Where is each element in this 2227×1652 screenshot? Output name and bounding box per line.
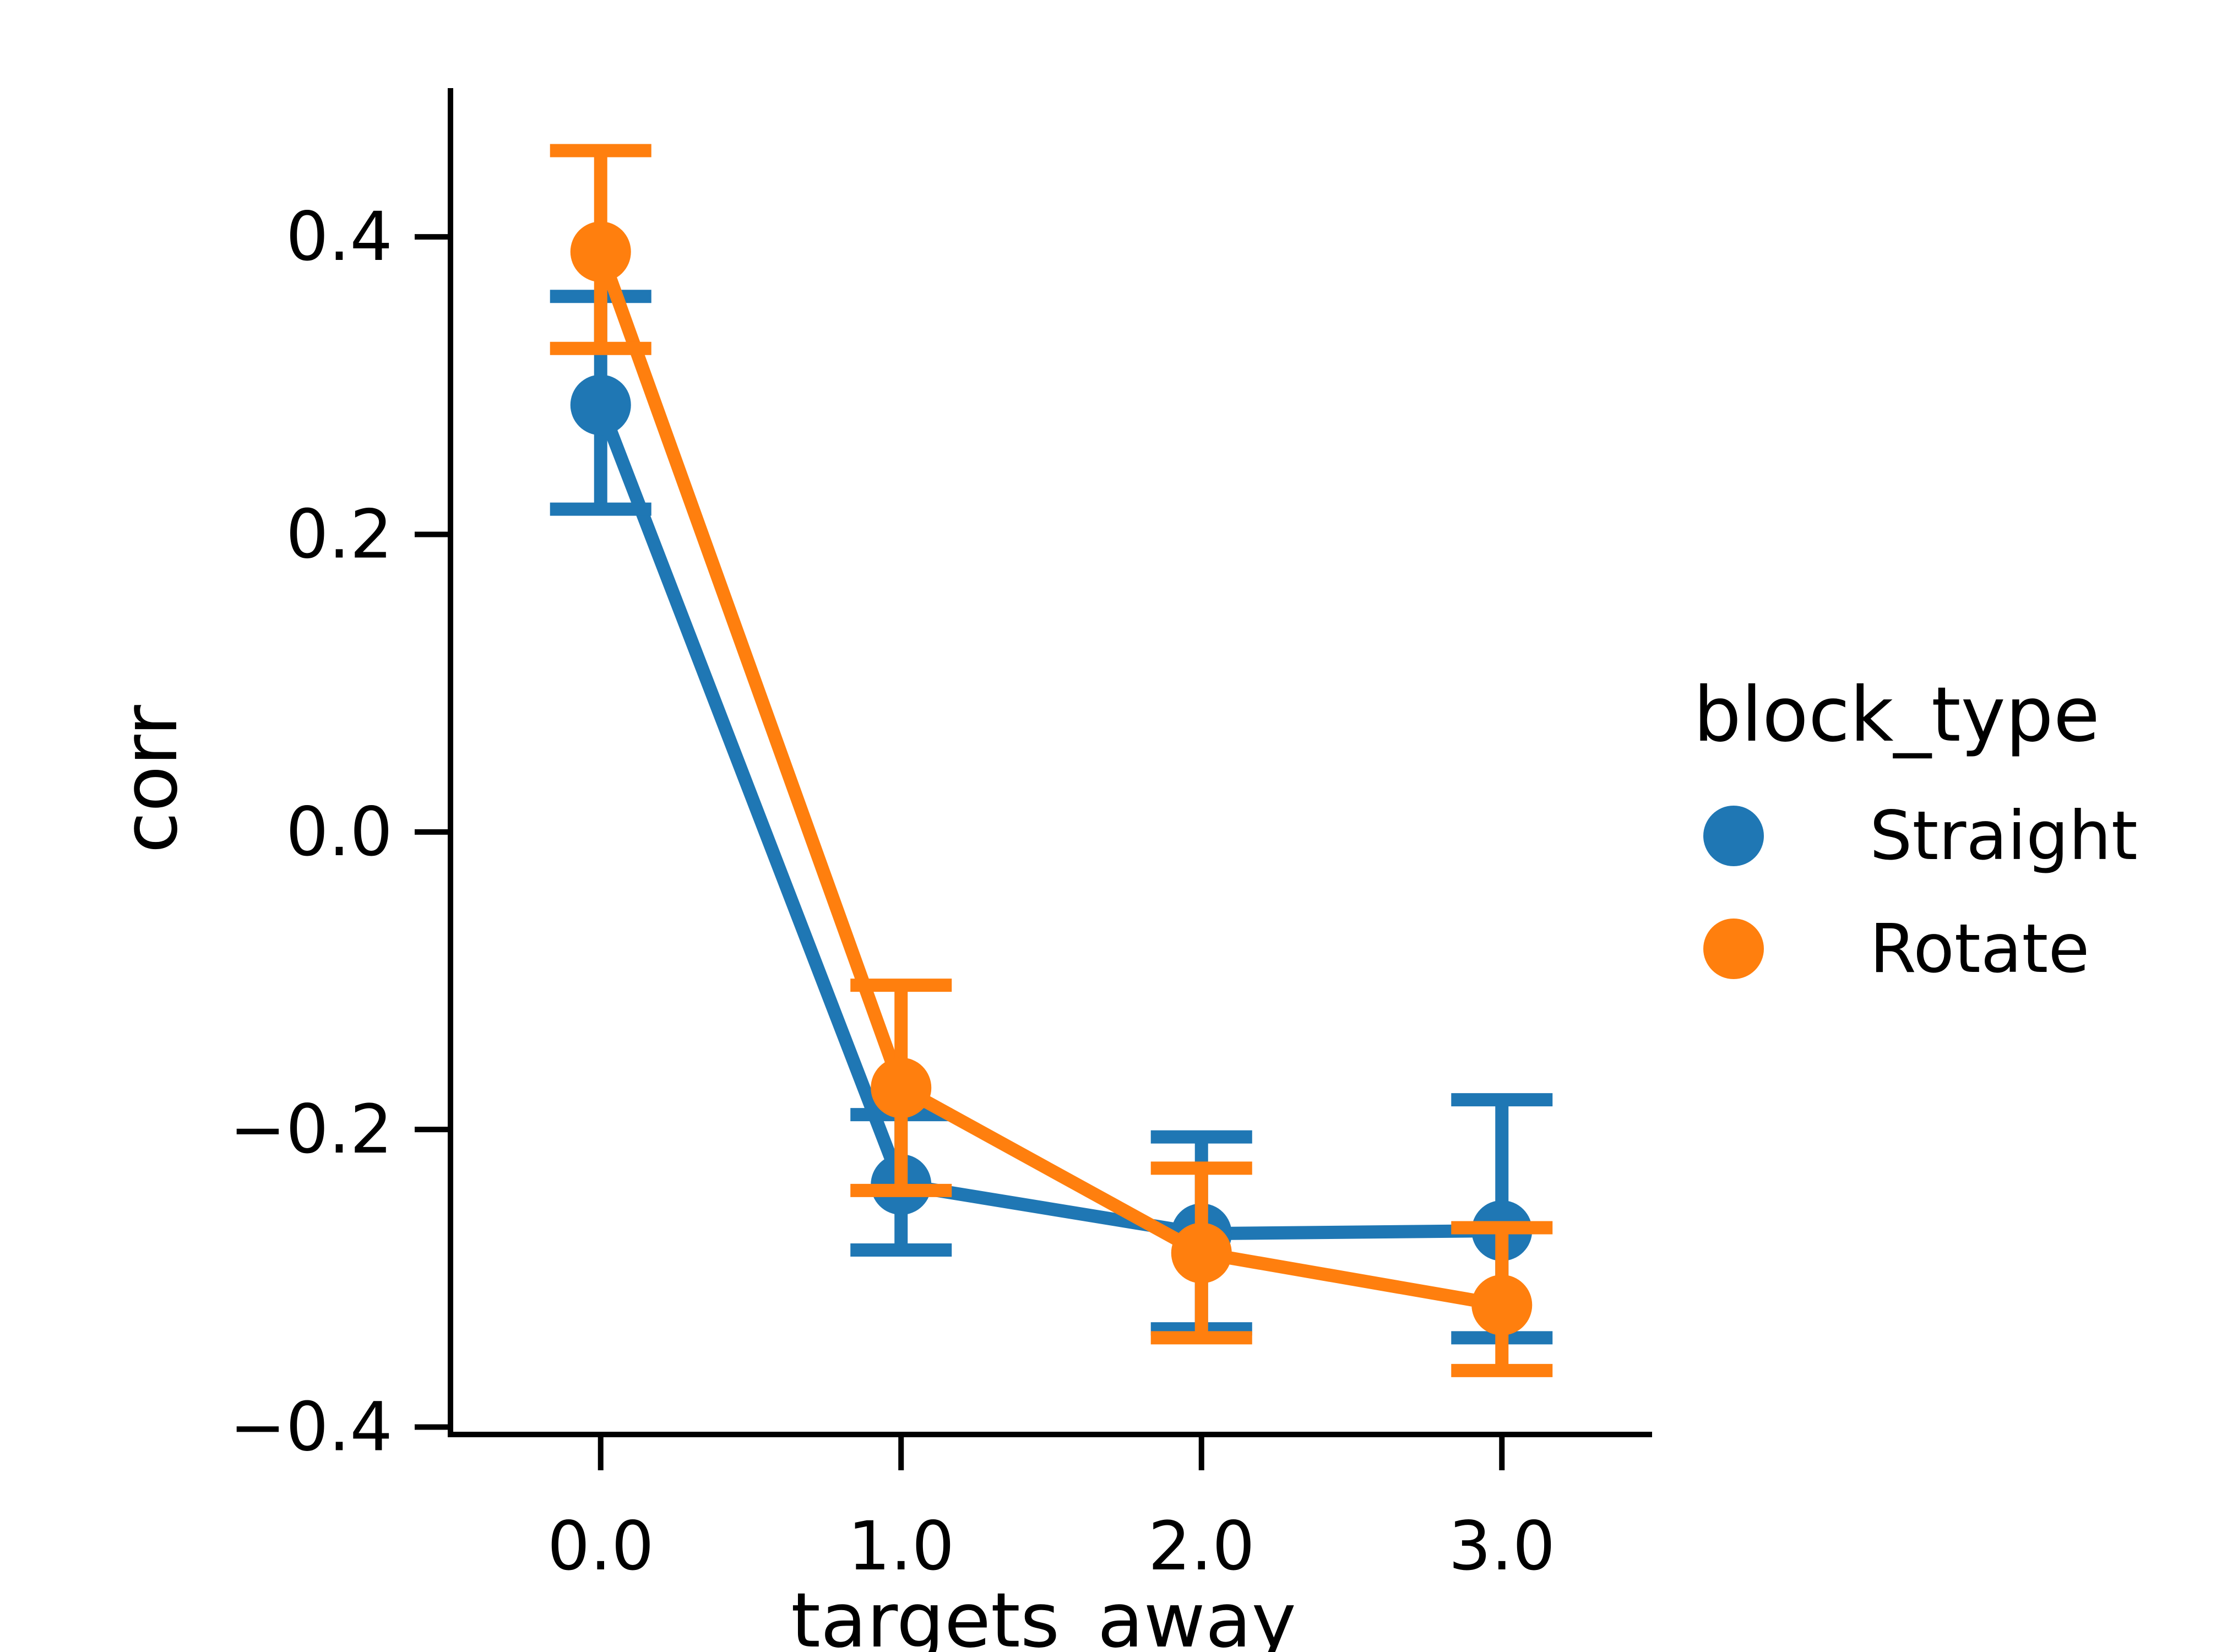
- data-point: [570, 374, 631, 436]
- legend-marker-rotate: [1703, 919, 1764, 979]
- y-tick-label: 0.0: [286, 793, 393, 871]
- legend-label-straight: Straight: [1870, 797, 2138, 875]
- x-tick-label: 2.0: [1148, 1507, 1255, 1585]
- series-line: [594, 403, 1502, 1241]
- x-tick-label: 0.0: [547, 1507, 654, 1585]
- data-point: [570, 221, 631, 282]
- x-axis-label: targets_away: [791, 1577, 1296, 1652]
- legend: block_type Straight Rotate: [1693, 671, 2138, 988]
- data-point: [1471, 1274, 1533, 1335]
- x-tick-label: 3.0: [1448, 1507, 1555, 1585]
- y-tick-label: 0.4: [286, 198, 393, 276]
- series-straight: [550, 290, 1553, 1345]
- series-line: [594, 249, 1503, 1312]
- y-tick-label: −0.4: [230, 1388, 393, 1466]
- data-point: [871, 1057, 932, 1118]
- legend-title: block_type: [1693, 671, 2100, 759]
- x-tick-label: 1.0: [848, 1507, 954, 1585]
- y-tick-label: −0.2: [230, 1090, 393, 1169]
- y-tick-label: 0.2: [286, 495, 393, 573]
- axes: 0.4 0.2 0.0 −0.2 −0.4 0.0 1.0 2.0 3.0: [230, 88, 1652, 1585]
- series-layer: [550, 144, 1553, 1377]
- y-axis-label: corr: [107, 705, 194, 854]
- data-point: [1171, 1222, 1232, 1284]
- series-rotate: [550, 144, 1553, 1377]
- legend-label-rotate: Rotate: [1870, 910, 2089, 988]
- legend-marker-straight: [1703, 806, 1764, 866]
